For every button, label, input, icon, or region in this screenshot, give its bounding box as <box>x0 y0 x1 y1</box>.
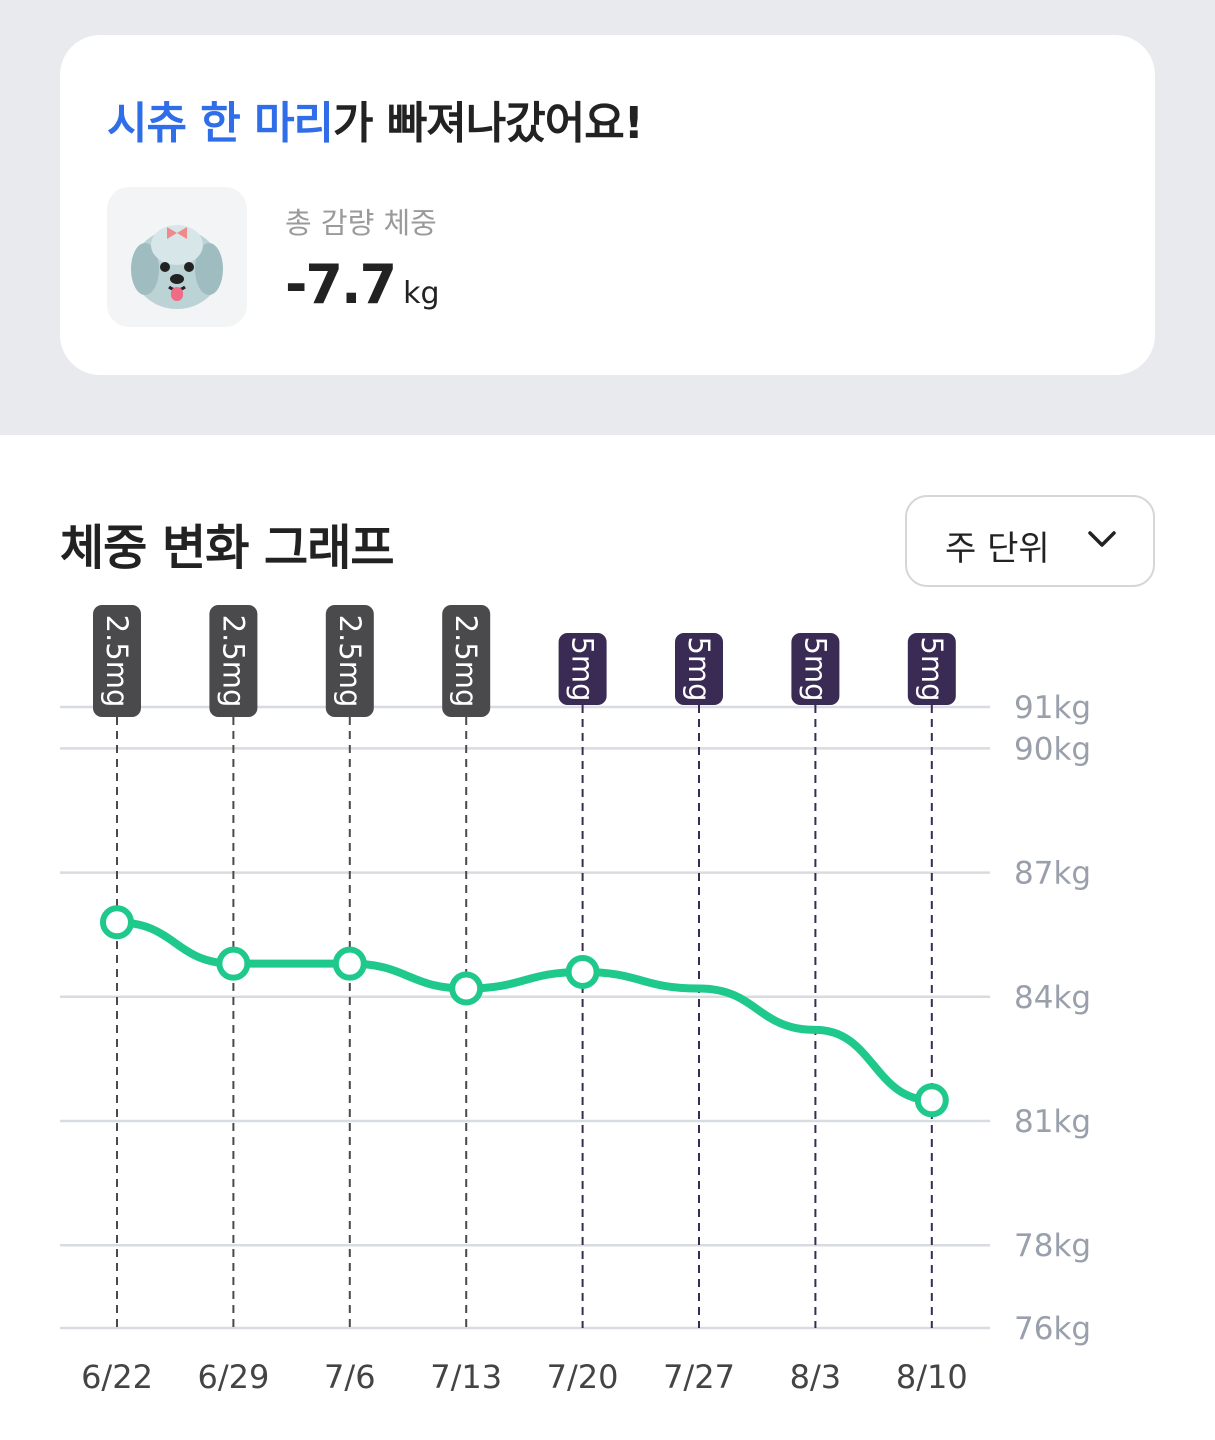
value-number: -7.7 <box>285 253 397 316</box>
dose-label: 5mg <box>798 636 832 701</box>
dropdown-label: 주 단위 <box>945 529 1050 569</box>
dose-tag <box>558 633 607 705</box>
weight-point <box>332 946 367 981</box>
total-loss-label: 총 감량 체중 <box>285 206 437 240</box>
dose-tag <box>93 605 141 717</box>
dose-label: 5mg <box>682 636 716 701</box>
x-tick-label: 8/10 <box>896 1358 968 1396</box>
x-tick-label: 6/22 <box>81 1358 153 1396</box>
y-tick-label: 87kg <box>1014 856 1091 892</box>
y-tick-label: 76kg <box>1014 1311 1091 1347</box>
dose-tag <box>442 605 491 717</box>
headline-rest: 가 빠져나갔어요! <box>333 98 644 149</box>
value-unit: kg <box>403 276 440 311</box>
weight-point <box>565 954 600 989</box>
x-tick-label: 7/20 <box>547 1358 619 1396</box>
dose-tag <box>675 633 723 705</box>
dog-icon <box>107 187 247 327</box>
y-tick-label: 90kg <box>1014 731 1091 767</box>
chevron <box>1088 531 1116 547</box>
y-tick-label: 84kg <box>1014 980 1091 1016</box>
y-tick-label: 81kg <box>1014 1104 1091 1140</box>
dose-label: 2.5mg <box>216 615 250 708</box>
section-title: 체중 변화 그래프 <box>60 520 395 576</box>
x-tick-label: 7/13 <box>430 1358 502 1396</box>
dose-label: 2.5mg <box>449 615 483 708</box>
x-tick-label: 7/27 <box>663 1358 735 1396</box>
dose-tag <box>791 633 840 705</box>
dose-tag <box>209 605 258 717</box>
dose-label: 5mg <box>566 636 600 701</box>
dose-label: 2.5mg <box>100 615 134 708</box>
x-tick-label: 7/6 <box>324 1358 376 1396</box>
headline-highlight: 시츄 한 마리 <box>107 98 334 149</box>
weight-point <box>449 971 484 1006</box>
weight-point <box>216 946 251 981</box>
total-loss-value: -7.7 kg <box>285 253 440 316</box>
x-tick-label: 8/3 <box>790 1358 842 1396</box>
summary-card: 시츄 한 마리가 빠져나갔어요! 총 감량 체중 -7.7 kg <box>60 35 1155 375</box>
x-tick-label: 6/29 <box>197 1358 269 1396</box>
dose-label: 5mg <box>915 636 949 701</box>
weight-point <box>100 905 134 940</box>
headline: 시츄 한 마리가 빠져나갔어요! <box>107 87 644 151</box>
dose-tag <box>325 605 374 717</box>
weight-point <box>914 1083 949 1118</box>
dose-label: 2.5mg <box>333 615 367 708</box>
dose-tag <box>907 633 956 705</box>
y-tick-label: 78kg <box>1014 1228 1091 1264</box>
y-tick-label: 91kg <box>1014 690 1091 726</box>
dog-illustration <box>131 225 223 309</box>
period-dropdown[interactable]: 주 단위 <box>905 495 1155 587</box>
